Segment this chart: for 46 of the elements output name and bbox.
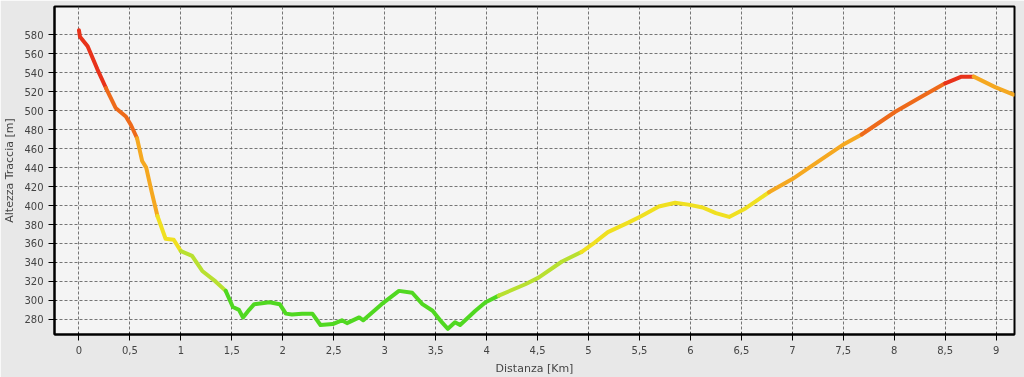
x-tick-label: 4 [483, 344, 490, 356]
x-tick-label: 7 [789, 344, 796, 356]
x-tick-label: 0 [75, 344, 83, 356]
x-tick-label: 6,5 [733, 344, 750, 356]
y-tick-label: 320 [24, 276, 44, 288]
line-series [859, 81, 948, 137]
y-tick-label: 540 [24, 67, 44, 79]
line-series [103, 86, 140, 141]
x-tick-label: 9 [992, 344, 1000, 356]
x-tick-label: 1 [177, 344, 185, 356]
line-series [155, 214, 183, 254]
y-tick-label: 580 [24, 29, 44, 41]
line-series [223, 288, 501, 331]
y-tick-label: 340 [24, 257, 44, 269]
y-tick-label: 280 [24, 314, 44, 326]
x-axis-title: Distanza [Km] [495, 361, 574, 375]
x-tick-label: 4,5 [529, 344, 546, 356]
y-tick-label: 480 [24, 124, 44, 136]
y-tick-label: 300 [24, 295, 44, 307]
y-tick-label: 440 [24, 162, 44, 174]
x-tick-label: 5 [585, 344, 592, 356]
x-tick-label: 3,5 [427, 344, 444, 356]
x-tick-label: 0,5 [121, 344, 138, 356]
x-tick-label: 5,5 [631, 344, 648, 356]
x-tick-label: 2 [279, 344, 286, 356]
x-tick-label: 6 [687, 344, 694, 356]
x-tick-label: 8 [891, 344, 898, 356]
y-tick-label: 380 [24, 219, 44, 231]
y-tick-label: 520 [24, 86, 44, 98]
x-tick-label: 1,5 [223, 344, 240, 356]
line-series [496, 250, 584, 298]
x-tick-label: 3 [381, 344, 388, 356]
line-series [178, 249, 228, 293]
line-series [766, 132, 864, 195]
y-tick-label: 460 [24, 143, 44, 155]
y-tick-label: 420 [24, 181, 44, 193]
x-tick-label: 8,5 [937, 344, 954, 356]
y-tick-label: 400 [24, 200, 44, 212]
x-tick-label: 2,5 [325, 344, 342, 356]
line-series [135, 136, 160, 218]
y-tick-label: 500 [24, 105, 44, 117]
y-tick-label: 360 [24, 238, 44, 250]
x-tick-label: 7,5 [835, 344, 852, 356]
line-series [579, 190, 771, 255]
y-axis-title: Altezza Traccia [m] [3, 118, 17, 223]
y-tick-label: 560 [24, 48, 44, 60]
